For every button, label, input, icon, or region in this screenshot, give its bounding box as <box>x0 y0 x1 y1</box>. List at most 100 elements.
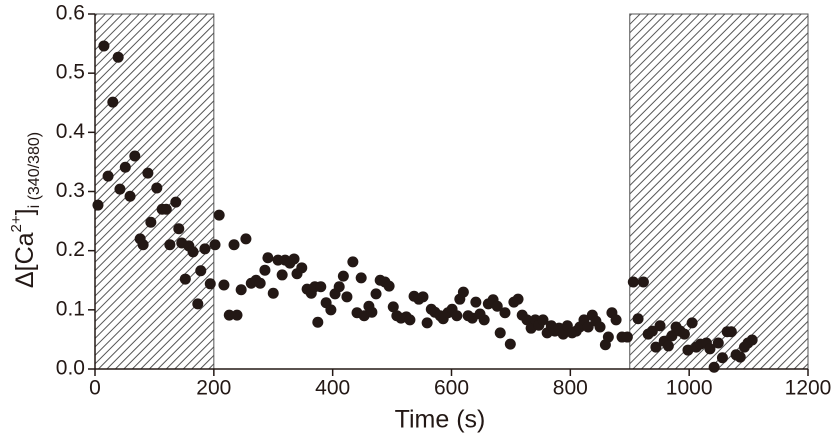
point <box>259 264 271 276</box>
point <box>209 239 221 251</box>
point <box>204 278 216 290</box>
y-tick-label: 0.0 <box>56 357 85 380</box>
point <box>404 314 416 326</box>
point <box>315 281 327 293</box>
point <box>170 196 182 208</box>
point <box>312 316 324 328</box>
point <box>708 361 720 373</box>
point <box>704 343 716 355</box>
point <box>582 321 594 333</box>
point <box>267 287 279 299</box>
y-tick-label: 0.1 <box>56 297 85 320</box>
points <box>92 40 758 373</box>
point <box>187 246 199 258</box>
point <box>712 337 724 349</box>
point <box>341 291 353 303</box>
point <box>366 306 378 318</box>
point <box>164 239 176 251</box>
point <box>231 309 243 321</box>
point <box>632 313 644 325</box>
point <box>654 320 666 332</box>
y-label-sub: i (340/380) <box>26 132 43 209</box>
point <box>627 276 639 288</box>
point <box>240 233 252 245</box>
point <box>470 296 482 308</box>
point <box>512 293 524 305</box>
point <box>457 286 469 298</box>
point <box>151 182 163 194</box>
point <box>646 325 658 337</box>
point <box>142 167 154 179</box>
point <box>173 223 185 235</box>
point <box>223 309 235 321</box>
y-label-close: ] <box>11 208 39 215</box>
point <box>296 262 308 274</box>
x-tick-label: 1200 <box>785 377 832 400</box>
point <box>145 216 157 228</box>
point <box>637 276 649 288</box>
point <box>129 150 141 162</box>
point <box>557 328 569 340</box>
point <box>218 279 230 291</box>
point <box>337 270 349 282</box>
point <box>112 51 124 63</box>
y-tick-label: 0.3 <box>56 179 85 202</box>
point <box>288 253 300 265</box>
y-axis-label: Δ[Ca2+]i (340/380) <box>8 132 42 288</box>
y-tick-label: 0.2 <box>56 238 85 261</box>
point <box>92 199 104 211</box>
shaded-regions <box>94 13 809 370</box>
x-tick-label: 200 <box>196 377 231 400</box>
x-tick-label: 0 <box>89 377 101 400</box>
point <box>666 330 678 342</box>
point <box>333 281 345 293</box>
point <box>387 301 399 313</box>
point <box>521 314 533 326</box>
point <box>537 314 549 326</box>
point <box>98 40 110 52</box>
point <box>417 291 429 303</box>
point <box>499 307 511 319</box>
point <box>491 300 503 312</box>
x-tick-label: 800 <box>553 377 588 400</box>
y-tick-label: 0.4 <box>56 120 86 143</box>
point <box>235 284 247 296</box>
point <box>114 183 126 195</box>
y-label-sup: 2+ <box>8 215 25 232</box>
point <box>421 317 433 329</box>
point <box>602 331 614 343</box>
point <box>686 317 698 329</box>
point <box>102 170 114 182</box>
point <box>276 269 288 281</box>
shaded-region <box>629 13 809 370</box>
y-tick-label: 0.6 <box>56 2 85 25</box>
point <box>383 280 395 292</box>
point <box>107 96 119 108</box>
point <box>254 277 266 289</box>
point <box>213 209 225 221</box>
point <box>192 298 204 310</box>
point <box>228 239 240 251</box>
x-tick-label: 400 <box>315 377 350 400</box>
point <box>195 265 207 277</box>
point <box>662 340 674 352</box>
x-tick-label: 1000 <box>666 377 713 400</box>
point <box>119 161 131 173</box>
point <box>725 326 737 338</box>
point <box>262 252 274 264</box>
point <box>347 256 359 268</box>
point <box>451 310 463 322</box>
point <box>594 321 606 333</box>
point <box>179 273 191 285</box>
point <box>610 314 622 326</box>
point <box>650 341 662 353</box>
point <box>716 352 728 364</box>
point <box>124 190 136 202</box>
point <box>682 344 694 356</box>
x-axis-label: Time (s) <box>395 406 486 434</box>
point <box>746 334 758 346</box>
point <box>325 304 337 316</box>
point <box>370 288 382 300</box>
point <box>478 314 490 326</box>
